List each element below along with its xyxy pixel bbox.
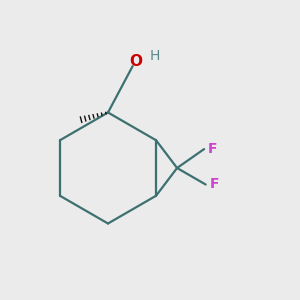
Text: O: O [129, 54, 142, 69]
Text: H: H [150, 49, 160, 63]
Text: F: F [209, 178, 219, 191]
Text: F: F [208, 142, 217, 156]
